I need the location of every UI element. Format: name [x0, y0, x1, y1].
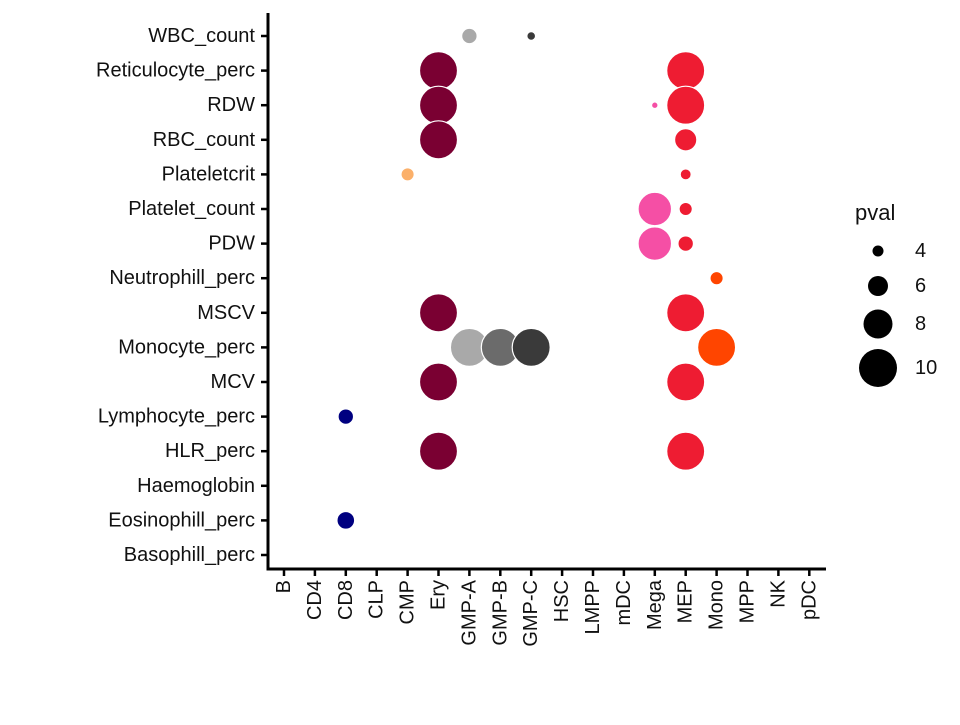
x-tick-label: MPP	[737, 580, 759, 623]
data-point-MEP-RDW	[666, 85, 706, 125]
x-tick-label: NK	[767, 579, 789, 607]
data-point-MEP-MSCV	[666, 293, 706, 333]
points	[336, 27, 737, 530]
data-point-Mono-Monocyte_perc	[696, 327, 737, 367]
x-tick-label: GMP-C	[520, 580, 542, 647]
y-tick-label: Neutrophill_perc	[109, 267, 255, 289]
data-point-GMP-A-WBC_count	[461, 27, 478, 45]
legend-key	[859, 349, 897, 387]
x-tick-label: HSC	[551, 580, 573, 622]
data-point-Ery-MCV	[418, 362, 459, 402]
legend-key	[868, 276, 888, 296]
legend-key	[863, 309, 893, 339]
data-point-CMP-Plateletcrit	[400, 167, 415, 182]
x-tick-label: B	[273, 580, 295, 593]
data-point-Ery-RDW	[418, 85, 459, 125]
legend-label: 10	[915, 357, 937, 379]
data-point-Ery-Reticulocyte_perc	[418, 50, 459, 91]
data-point-MEP-HLR_perc	[666, 431, 706, 471]
y-tick-label: Platelet_count	[128, 198, 255, 220]
x-tick-label: LMPP	[582, 580, 604, 634]
x-tick-label: Ery	[428, 580, 450, 610]
y-tick-label: Eosinophill_perc	[108, 509, 255, 531]
y-tick-label: WBC_count	[148, 25, 255, 47]
data-point-GMP-C-WBC_count	[526, 31, 537, 41]
legend-label: 4	[915, 240, 926, 262]
y-tick-label: Monocyte_perc	[118, 336, 255, 358]
x-tick-label: mDC	[613, 580, 635, 626]
data-point-Ery-RBC_count	[418, 120, 459, 160]
size-legend: pval 4 6 8 10	[855, 200, 937, 387]
y-tick-label: RBC_count	[153, 129, 256, 151]
y-tick-label: Lymphocyte_perc	[98, 406, 255, 428]
data-point-MEP-Platelet_count	[678, 201, 693, 217]
data-point-Mono-Neutrophill_perc	[709, 270, 724, 286]
x-tick-label: CLP	[366, 580, 388, 619]
legend-label: 6	[915, 275, 926, 297]
data-point-CD8-Eosinophill_perc	[336, 510, 356, 530]
data-point-MEP-PDW	[677, 235, 695, 252]
data-point-Mega-RDW	[650, 101, 659, 110]
data-point-CD8-Lymphocyte_perc	[337, 408, 355, 425]
legend-key	[872, 245, 884, 257]
data-point-Ery-MSCV	[418, 293, 459, 333]
axes: WBC_count Reticulocyte_perc RDW RBC_count Pl…	[96, 13, 826, 647]
legend-title: pval	[855, 200, 895, 225]
y-tick-label: Basophill_perc	[124, 544, 255, 566]
y-tick-label: Plateletcrit	[162, 163, 256, 185]
x-tick-label: CMP	[397, 580, 419, 624]
data-point-MEP-RBC_count	[673, 128, 698, 152]
x-tick-label: GMP-B	[489, 580, 511, 646]
y-tick-label: Haemoglobin	[137, 475, 255, 497]
x-tick-label: CD8	[335, 580, 357, 620]
x-tick-label: MEP	[675, 580, 697, 623]
data-point-MEP-Reticulocyte_perc	[666, 50, 706, 91]
x-tick-label: pDC	[798, 580, 820, 620]
data-point-GMP-C-Monocyte_perc	[511, 327, 551, 367]
data-point-Mega-Platelet_count	[637, 191, 673, 227]
legend-label: 8	[915, 313, 926, 335]
y-tick-label: MCV	[211, 371, 256, 393]
y-tick-label: PDW	[208, 233, 255, 255]
y-tick-label: HLR_perc	[165, 440, 255, 462]
x-tick-label: CD4	[304, 580, 326, 620]
data-point-MEP-MCV	[666, 362, 706, 402]
data-point-Ery-HLR_perc	[418, 431, 459, 471]
x-tick-label: Mega	[644, 579, 666, 630]
y-tick-label: MSCV	[197, 302, 255, 324]
x-tick-label: GMP-A	[458, 579, 480, 645]
y-tick-label: RDW	[207, 94, 255, 116]
data-point-MEP-Plateletcrit	[679, 168, 692, 181]
data-point-Mega-PDW	[637, 226, 673, 261]
x-tick-label: Mono	[706, 580, 728, 630]
y-tick-label: Reticulocyte_perc	[96, 60, 255, 82]
